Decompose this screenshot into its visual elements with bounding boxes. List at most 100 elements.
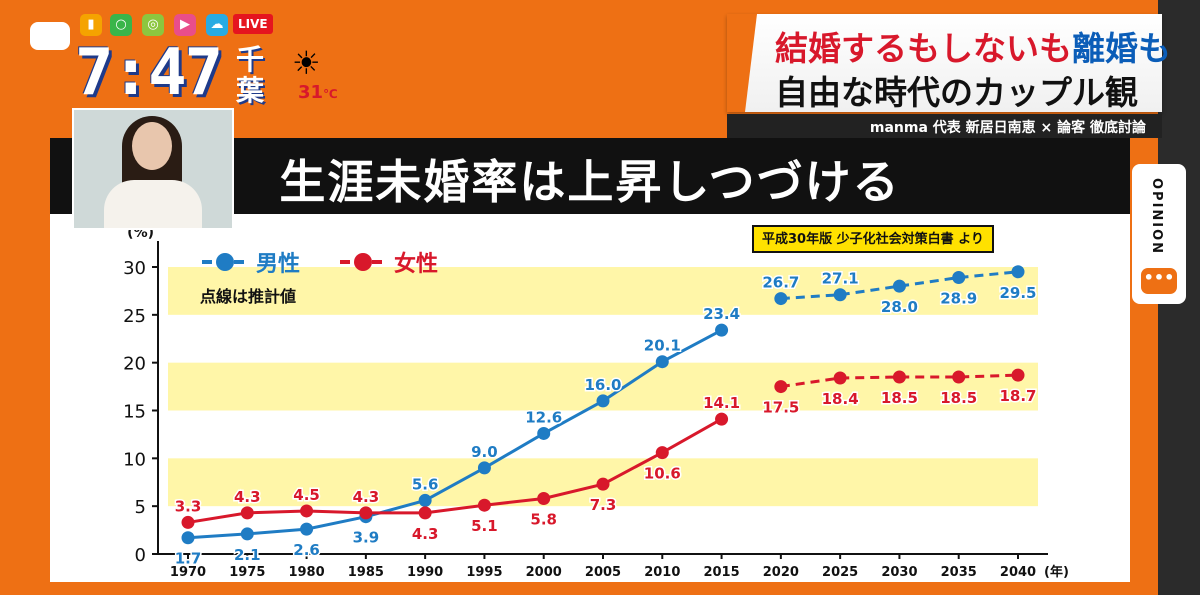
legend-marker-female: [354, 253, 372, 271]
opinion-tab[interactable]: OPINION •••: [1132, 164, 1186, 304]
y-tick-label: 20: [123, 354, 146, 375]
x-tick-label: 1980: [288, 565, 324, 580]
female-point: [952, 370, 966, 384]
female-data-label: 3.3: [175, 497, 202, 515]
speaker-face: [132, 122, 172, 170]
y-tick-label: 25: [123, 306, 146, 327]
x-tick-label: 2040: [1000, 565, 1036, 580]
male-point: [655, 355, 669, 369]
female-data-label: 7.3: [590, 496, 617, 514]
x-tick-label: 1990: [407, 565, 443, 580]
x-tick-label: 2005: [585, 565, 621, 580]
male-data-label: 12.6: [525, 408, 562, 426]
male-data-label: 2.6: [293, 541, 320, 559]
opinion-label: OPINION: [1149, 178, 1164, 256]
male-data-label: 5.6: [412, 475, 439, 493]
headline-panel: 結婚するもしないも離婚も 自由な時代のカップル観: [727, 14, 1171, 112]
female-data-label: 18.5: [881, 389, 918, 407]
female-point: [181, 515, 195, 529]
chat-bubble-icon: [30, 22, 70, 50]
male-point: [833, 288, 847, 302]
female-data-label: 18.5: [940, 389, 977, 407]
temperature-unit: ℃: [323, 87, 338, 101]
male-point: [181, 531, 195, 545]
x-tick-label: 2035: [941, 565, 977, 580]
bookmark-icon: ▮: [80, 14, 102, 36]
male-data-label: 27.1: [822, 270, 859, 288]
legend-marker-male: [216, 253, 234, 271]
female-point: [715, 412, 729, 426]
sun-cloud-icon: ☀: [292, 44, 321, 82]
clock: 7:47: [75, 36, 223, 110]
female-point: [537, 492, 551, 506]
headline-accent: [727, 14, 757, 112]
female-point: [833, 371, 847, 385]
male-data-label: 3.9: [353, 529, 380, 547]
female-point: [596, 477, 610, 491]
male-data-label: 28.0: [881, 298, 918, 316]
male-point: [715, 323, 729, 337]
male-data-label: 2.1: [234, 546, 261, 564]
male-point: [952, 271, 966, 285]
comment-icon: •••: [1141, 268, 1177, 294]
y-tick-label: 0: [135, 545, 146, 566]
female-point: [359, 506, 373, 520]
y-tick-label: 5: [135, 497, 146, 518]
chart-note: 点線は推計値: [200, 287, 296, 306]
temperature: 31℃: [298, 82, 338, 103]
legend-label-female: 女性: [394, 251, 438, 277]
play-icon: ▶: [174, 14, 196, 36]
x-tick-label: 1970: [170, 565, 206, 580]
legend-label-male: 男性: [256, 252, 300, 277]
female-point: [892, 370, 906, 384]
male-point: [596, 394, 610, 408]
male-data-label: 16.0: [584, 376, 621, 394]
female-data-label: 4.3: [353, 488, 380, 506]
female-line-actual: [187, 417, 723, 524]
headline-line1: 結婚するもしないも離婚も: [775, 22, 1171, 70]
female-data-label: 17.5: [762, 399, 799, 417]
male-data-label: 1.7: [175, 550, 202, 568]
x-tick-label: 2000: [526, 565, 562, 580]
male-point: [477, 461, 491, 475]
chart-title: 生涯未婚率は上昇しつづける: [279, 155, 901, 209]
headline-line1-a: 結婚するもしないも: [775, 29, 1072, 68]
female-point: [655, 446, 669, 460]
female-line-projected: [780, 373, 1019, 389]
cloud-icon: ☁: [206, 14, 228, 36]
y-tick-label: 10: [123, 449, 146, 470]
region-label: 千葉: [236, 43, 265, 107]
female-data-label: 4.5: [293, 486, 320, 504]
x-tick-label: 2030: [881, 565, 917, 580]
x-tick-label: 1985: [348, 565, 384, 580]
y-tick-label: 15: [123, 402, 146, 423]
female-data-label: 4.3: [234, 488, 261, 506]
female-data-label: 18.4: [822, 390, 859, 408]
speaker-thumbnail: [72, 108, 234, 230]
male-point: [892, 279, 906, 293]
male-point: [300, 522, 314, 536]
headline-line2: 自由な時代のカップル観: [775, 73, 1138, 112]
male-line-actual: [187, 328, 723, 540]
male-line-projected: [780, 270, 1019, 301]
male-point: [418, 493, 432, 507]
female-point: [1011, 368, 1025, 382]
live-badge: LIVE: [233, 14, 273, 34]
male-data-label: 20.1: [644, 337, 681, 355]
x-tick-label: 2015: [703, 565, 739, 580]
x-tick-label: 2010: [644, 565, 680, 580]
female-data-label: 5.1: [471, 517, 498, 535]
x-tick-label: 2020: [763, 565, 799, 580]
x-tick-label: 2025: [822, 565, 858, 580]
female-data-label: 5.8: [530, 511, 557, 529]
globe-icon: ◎: [142, 14, 164, 36]
male-data-label: 23.4: [703, 305, 740, 323]
female-data-label: 18.7: [999, 387, 1036, 405]
male-data-label: 29.5: [999, 284, 1036, 302]
female-point: [418, 506, 432, 520]
x-unit-label: (年): [1044, 564, 1069, 580]
female-data-label: 10.6: [644, 465, 681, 483]
female-point: [300, 504, 314, 518]
headline-subline: manma 代表 新居日南恵 × 論客 徹底討論: [727, 114, 1162, 138]
